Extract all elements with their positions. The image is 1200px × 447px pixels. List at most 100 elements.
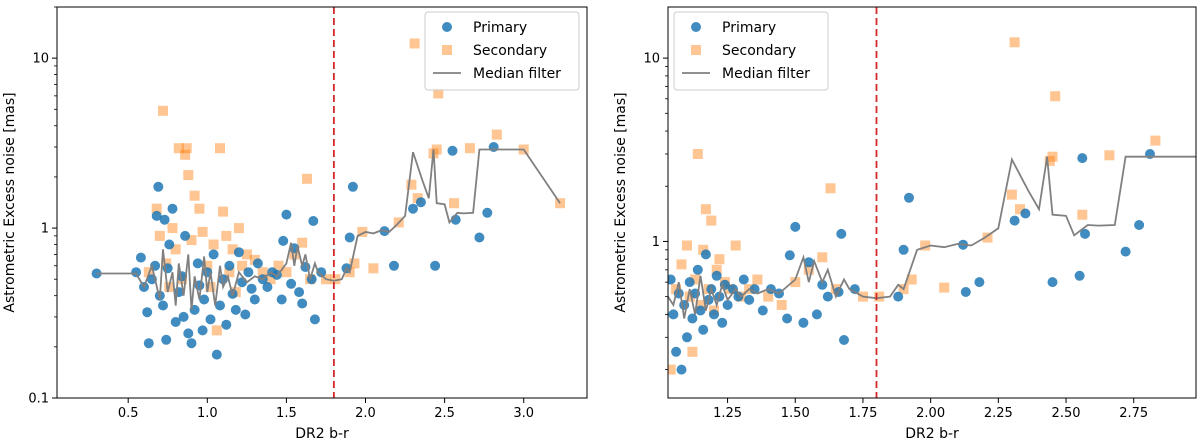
secondary-point	[412, 193, 423, 204]
primary-point	[281, 209, 292, 220]
secondary-point	[790, 277, 801, 288]
primary-point	[143, 338, 154, 349]
secondary-point	[170, 244, 181, 255]
primary-point	[221, 319, 232, 330]
primary-point	[1047, 277, 1058, 288]
secondary-point	[464, 143, 475, 154]
secondary-point	[817, 252, 828, 263]
legend-box	[673, 11, 829, 91]
primary-point	[974, 277, 985, 288]
primary-point	[668, 309, 679, 320]
secondary-point	[687, 346, 698, 357]
primary-point	[960, 287, 971, 297]
secondary-point	[671, 284, 682, 295]
legend-secondary-marker	[442, 45, 452, 55]
secondary-point	[1050, 91, 1061, 102]
secondary-point	[197, 226, 208, 237]
primary-point	[197, 325, 208, 336]
primary-point	[782, 313, 793, 324]
legend-entry-label: Median filter	[473, 66, 561, 82]
primary-point	[700, 249, 711, 260]
primary-point	[904, 192, 914, 203]
primary-point	[1134, 220, 1145, 230]
primary-point	[308, 216, 319, 226]
primary-point	[167, 203, 178, 214]
primary-point	[744, 294, 755, 305]
primary-point	[135, 252, 146, 263]
legend: Primary Secondary Median filter	[673, 11, 829, 91]
primary-point	[474, 232, 485, 243]
primary-point	[695, 305, 706, 316]
primary-point	[153, 181, 164, 192]
primary-point	[240, 309, 251, 320]
primary-point	[482, 207, 493, 218]
secondary-point	[1077, 209, 1088, 220]
secondary-point	[711, 264, 722, 275]
x-tick-label: 1.25	[713, 406, 742, 421]
legend-primary-marker	[691, 22, 701, 32]
primary-point	[803, 257, 814, 268]
primary-point	[205, 314, 216, 325]
primary-point	[297, 298, 308, 309]
secondary-point	[1150, 135, 1161, 146]
secondary-point	[154, 230, 165, 241]
secondary-point	[273, 260, 284, 271]
secondary-point	[763, 291, 774, 302]
legend-entry-label: Secondary	[722, 43, 796, 59]
x-tick-label: 1.5	[276, 406, 297, 421]
primary-point	[158, 300, 168, 311]
secondary-point	[682, 240, 692, 251]
primary-point	[684, 277, 695, 288]
secondary-point	[1104, 150, 1115, 161]
secondary-point	[349, 258, 360, 269]
secondary-point	[920, 240, 931, 251]
secondary-point	[906, 274, 917, 285]
plot-area	[91, 7, 566, 398]
legend-primary-marker	[442, 22, 452, 32]
secondary-point	[409, 38, 420, 49]
primary-point	[252, 258, 263, 269]
primary-point	[430, 260, 441, 271]
primary-point	[687, 313, 698, 324]
primary-point	[249, 294, 260, 305]
secondary-point	[227, 244, 238, 255]
primary-point	[211, 349, 222, 360]
secondary-point	[692, 149, 703, 159]
secondary-point	[406, 179, 417, 190]
primary-point	[836, 228, 847, 239]
primary-point	[698, 324, 709, 335]
secondary-point	[233, 223, 244, 234]
secondary-point	[449, 198, 460, 209]
secondary-point	[330, 274, 341, 285]
primary-point	[1120, 246, 1131, 257]
y-tick-label: 1	[652, 235, 660, 250]
secondary-point	[1044, 155, 1055, 166]
secondary-point	[173, 143, 184, 154]
primary-point	[757, 305, 768, 316]
x-axis-label: DR2 b-r	[295, 426, 349, 442]
x-tick-label: 2.00	[916, 406, 945, 421]
primary-point	[159, 214, 170, 225]
primary-point	[286, 278, 297, 289]
secondary-point	[668, 364, 676, 375]
primary-point	[347, 181, 358, 192]
primary-point	[309, 314, 320, 325]
primary-point	[1009, 215, 1020, 226]
legend-entry-label: Primary	[473, 20, 527, 36]
secondary-point	[237, 260, 248, 271]
secondary-point	[167, 223, 178, 234]
secondary-point	[1006, 189, 1017, 200]
y-tick-label: 10	[32, 52, 49, 67]
x-tick-label: 1.75	[848, 406, 877, 421]
primary-point	[692, 264, 703, 275]
primary-point	[246, 283, 257, 294]
secondary-point	[180, 149, 191, 160]
primary-point	[230, 304, 241, 315]
left-scatter-panel: 0.5 1.0 1.5 2.0 2.5 3.0 0.1 1 10 DR2 b-r Astrometr…	[2, 6, 588, 442]
primary-point	[344, 232, 355, 243]
primary-point	[262, 282, 273, 292]
primary-point	[233, 247, 244, 258]
primary-point	[668, 274, 676, 285]
x-tick-label: 0.5	[118, 406, 139, 421]
